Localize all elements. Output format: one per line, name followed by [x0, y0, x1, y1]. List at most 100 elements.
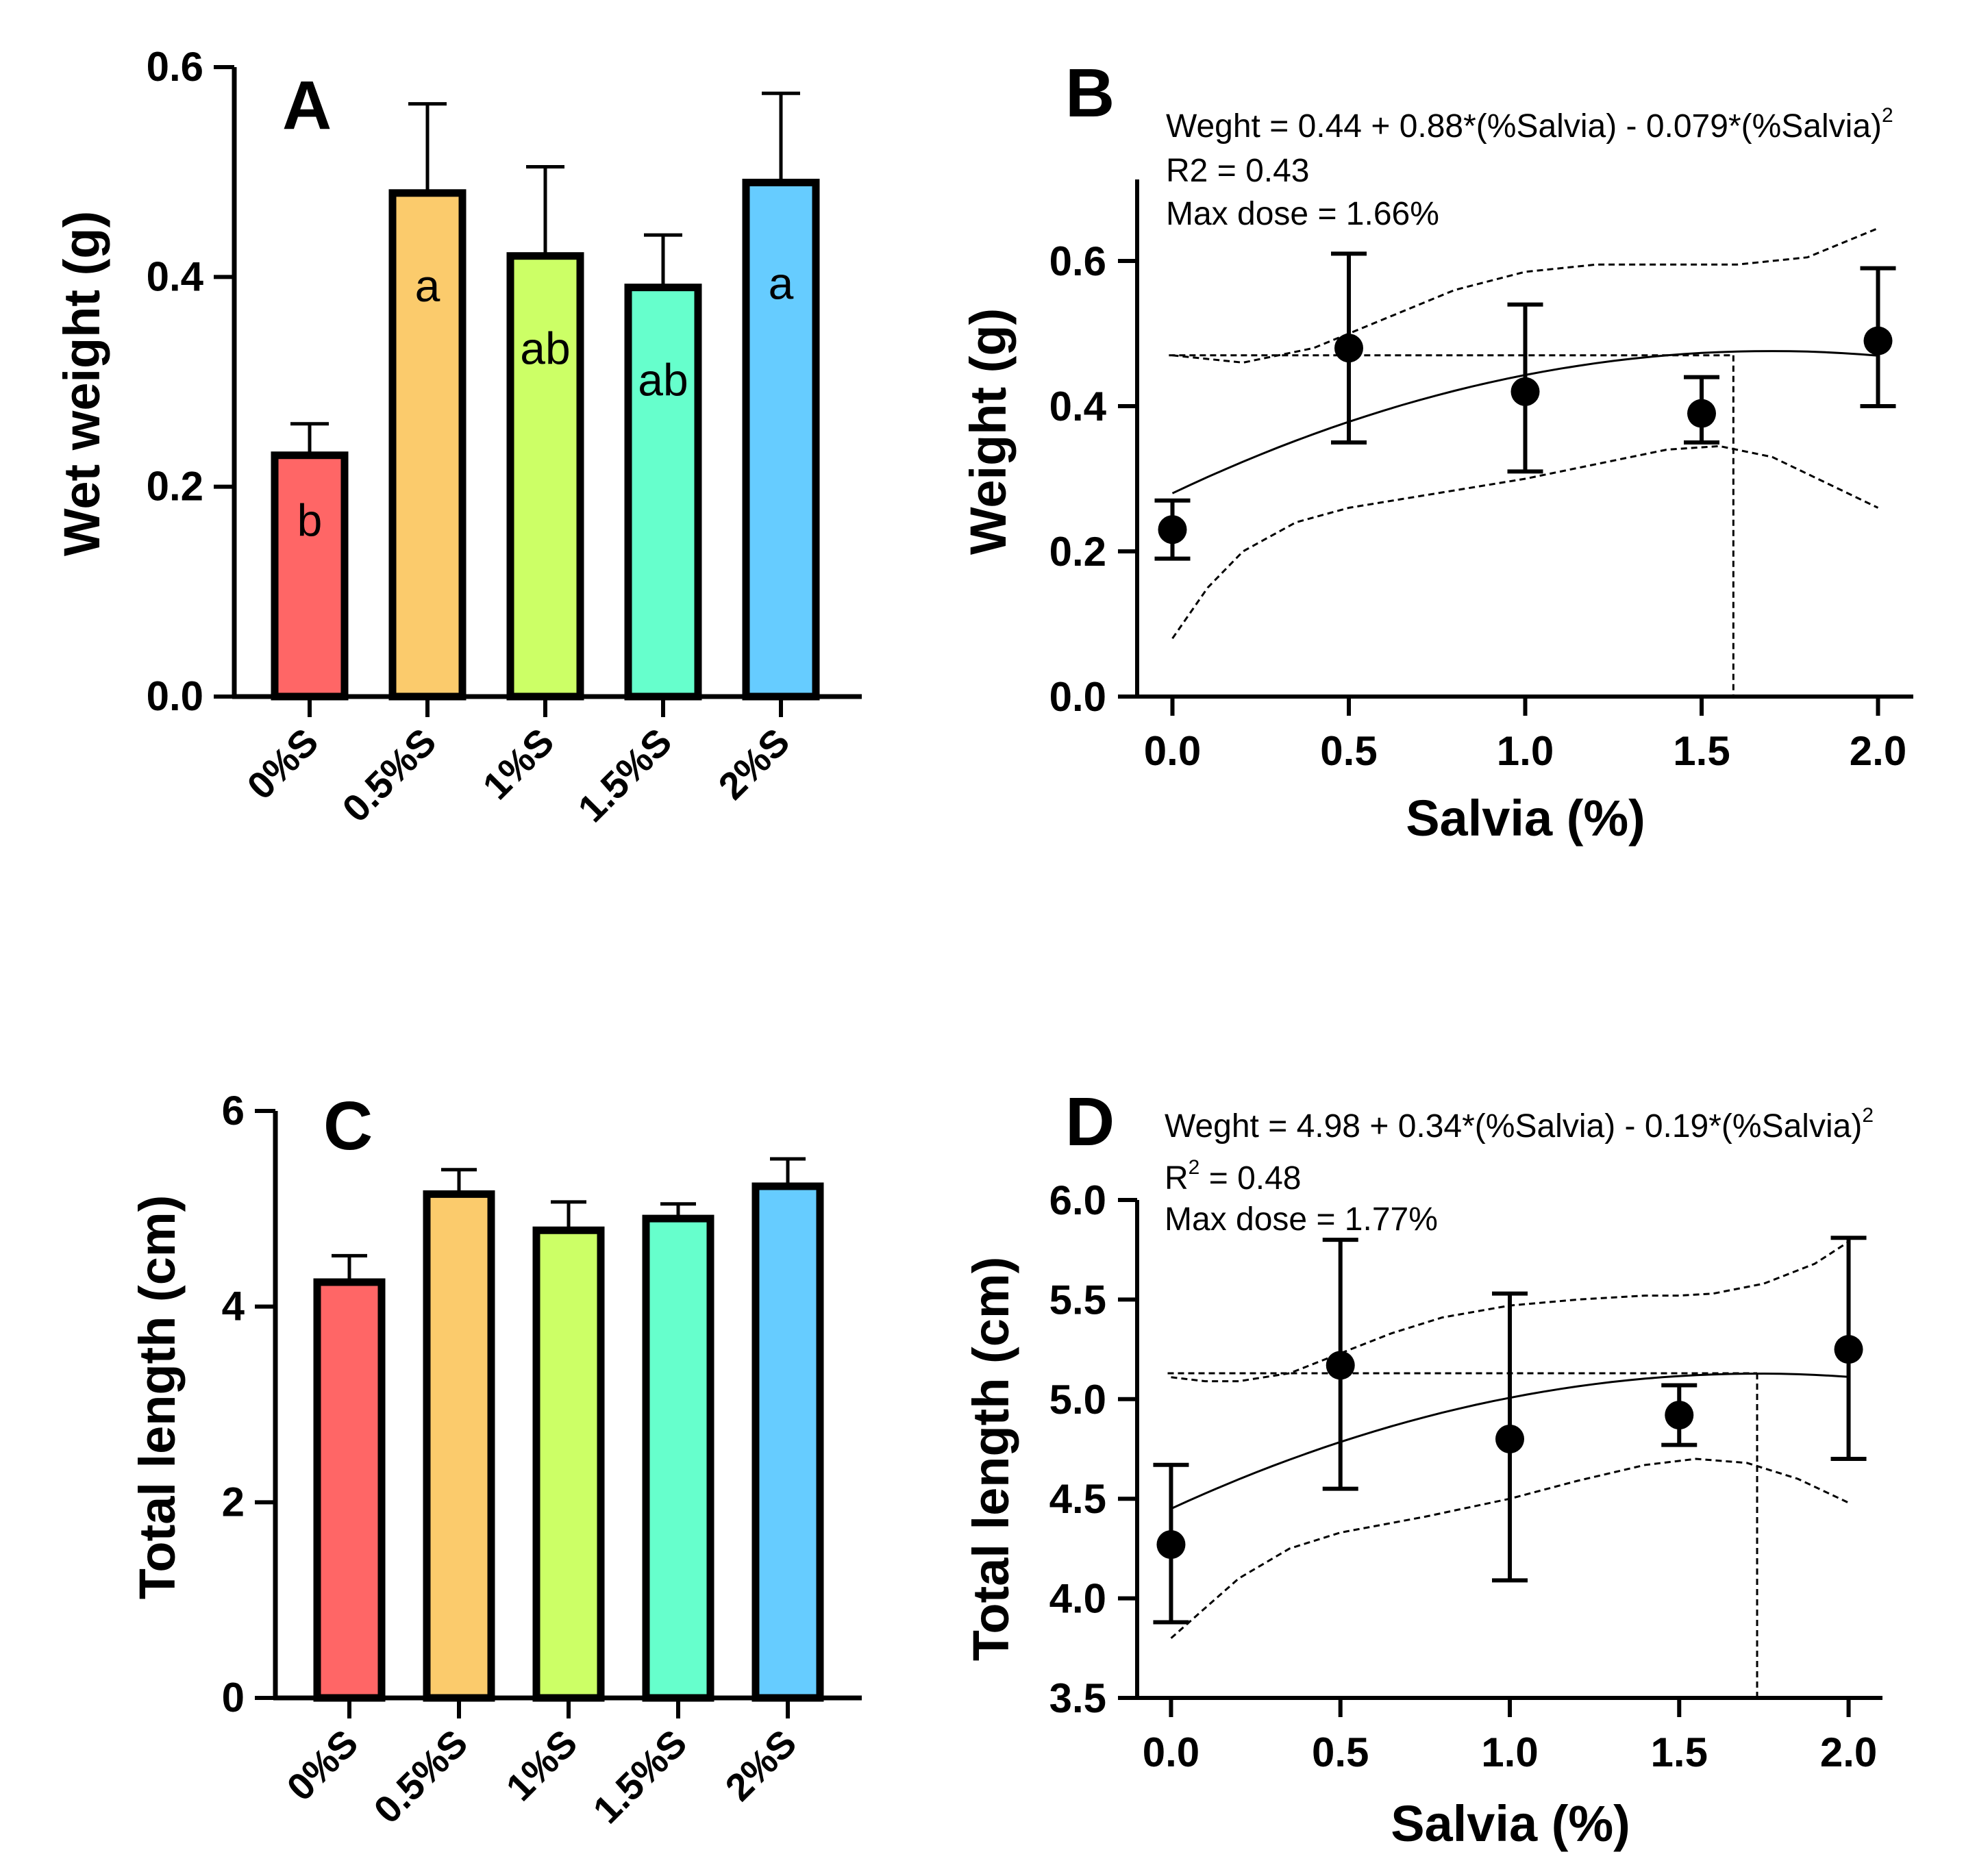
panel-c-letter: C [323, 1088, 373, 1164]
data-point-group [1830, 1236, 1867, 1462]
panel-c-error-bars [332, 1157, 806, 1282]
data-point [1156, 1530, 1186, 1560]
y-tick-label: 0.6 [1049, 238, 1106, 284]
y-tick-label: 4 [222, 1284, 245, 1329]
panel-a-bars [271, 178, 820, 701]
data-point-group [1153, 1462, 1189, 1625]
data-point [1665, 1401, 1694, 1430]
panel-b-x-axis-title: Salvia (%) [1406, 790, 1645, 847]
panel-b-equation: Weght = 0.44 + 0.88*(%Salvia) - 0.079*(%… [1166, 104, 1893, 145]
data-point [1863, 326, 1893, 355]
y-tick-label: 4.5 [1049, 1476, 1106, 1522]
significance-letter: ab [520, 323, 570, 374]
panel-d-y-axis-title: Total length (cm) [962, 1257, 1019, 1662]
error-bar [644, 233, 682, 288]
error-bar [762, 91, 800, 183]
data-point-group [1507, 302, 1543, 474]
data-point-group [1860, 266, 1896, 408]
x-tick-label: 1%S [474, 720, 562, 808]
x-tick-label: 0.5%S [334, 720, 444, 830]
data-point [1158, 515, 1187, 545]
panel-a-x-ticks: 0%S 0.5%S 1%S 1.5%S 2%S [238, 697, 797, 830]
x-tick-label: 1.0 [1497, 728, 1554, 774]
x-tick-label: 2.0 [1820, 1729, 1877, 1775]
panel-d-letter: D [1065, 1084, 1115, 1160]
data-point-group [1684, 375, 1719, 445]
x-tick-label: 0%S [238, 720, 326, 808]
bar [271, 451, 349, 701]
error-bar [660, 1202, 696, 1219]
bar [624, 284, 702, 701]
error-bar [290, 422, 329, 455]
x-tick-label: 1.5 [1673, 728, 1730, 774]
panel-a-y-ticks: 0.0 0.2 0.4 0.6 [147, 44, 234, 719]
panel-c-y-ticks: 0 2 4 6 [222, 1088, 275, 1721]
error-bar [332, 1253, 367, 1282]
panel-b-x-ticks: 0.0 0.5 1.0 1.5 2.0 [1144, 697, 1906, 774]
panel-d-max-dose: Max dose = 1.77% [1165, 1201, 1438, 1238]
x-tick-label: 0.0 [1144, 728, 1201, 774]
confidence-band-lower [1171, 445, 1879, 640]
y-tick-label: 0.4 [1049, 384, 1107, 429]
bar [506, 252, 584, 701]
panel-a-significance-letters: b a ab ab a [297, 258, 794, 545]
error-bar [526, 165, 564, 256]
data-point-group [1661, 1383, 1698, 1447]
y-tick-label: 6.0 [1049, 1177, 1106, 1223]
error-bar [551, 1200, 586, 1231]
y-tick-label: 5.5 [1049, 1277, 1106, 1323]
y-tick-label: 6 [222, 1088, 245, 1134]
panel-a-error-bars [290, 91, 800, 455]
panel-b-max-dose: Max dose = 1.66% [1166, 196, 1439, 232]
y-tick-label: 5.0 [1049, 1377, 1106, 1423]
panel-d-regression-plot: D Weght = 4.98 + 0.34*(%Salvia) - 0.19*(… [962, 1084, 1882, 1852]
data-point [1687, 399, 1716, 428]
data-point [1326, 1351, 1355, 1380]
panel-d-x-ticks: 0.0 0.5 1.0 1.5 2.0 [1143, 1698, 1877, 1775]
error-bar [441, 1168, 477, 1195]
y-tick-label: 0.0 [147, 673, 203, 719]
y-tick-label: 4.0 [1049, 1576, 1106, 1622]
panel-b-y-ticks: 0.0 0.2 0.4 0.6 [1049, 238, 1137, 720]
panel-a-y-axis-title: Wet weight (g) [53, 211, 110, 556]
panel-d-r2: R2 = 0.48 [1165, 1156, 1301, 1197]
data-point-group [1154, 498, 1191, 561]
x-tick-label: 0.0 [1143, 1729, 1199, 1775]
bar [642, 1214, 714, 1702]
panel-a-letter: A [282, 67, 332, 144]
panel-d-x-axis-title: Salvia (%) [1391, 1795, 1630, 1852]
y-tick-label: 0 [222, 1675, 245, 1721]
panel-d-y-ticks: 3.5 4.0 4.5 5.0 5.5 6.0 [1049, 1177, 1137, 1721]
y-tick-label: 3.5 [1049, 1675, 1106, 1721]
bar [532, 1226, 605, 1702]
panel-b-r2: R2 = 0.43 [1166, 153, 1309, 189]
x-tick-label: 1.5%S [569, 720, 680, 830]
y-tick-label: 0.0 [1049, 674, 1106, 720]
panel-c-bars [313, 1182, 824, 1702]
panel-b-y-axis-title: Weight (g) [960, 308, 1017, 555]
x-tick-label: 1.5%S [584, 1721, 695, 1831]
data-point [1834, 1335, 1863, 1364]
x-tick-label: 0.5%S [365, 1721, 475, 1831]
data-point-group [1492, 1291, 1528, 1583]
panel-b-regression-plot: B Weght = 0.44 + 0.88*(%Salvia) - 0.079*… [960, 55, 1913, 847]
bar [313, 1278, 386, 1702]
x-tick-label: 0%S [278, 1721, 366, 1809]
x-tick-label: 1.0 [1481, 1729, 1538, 1775]
y-tick-label: 0.2 [1049, 529, 1106, 575]
panel-c-y-axis-title: Total length (cm) [129, 1195, 186, 1600]
significance-letter: a [415, 260, 440, 311]
x-tick-label: 0.5 [1320, 728, 1377, 774]
data-point [1334, 334, 1363, 363]
x-tick-label: 0.5 [1312, 1729, 1369, 1775]
significance-letter: b [297, 495, 323, 546]
x-tick-label: 2%S [717, 1721, 804, 1809]
y-tick-label: 0.6 [147, 44, 203, 90]
significance-letter: a [769, 258, 794, 308]
x-tick-label: 2%S [710, 720, 797, 808]
bar [423, 1190, 495, 1702]
data-point-group [1322, 1238, 1358, 1491]
data-point [1510, 377, 1540, 406]
data-point [1495, 1424, 1524, 1453]
